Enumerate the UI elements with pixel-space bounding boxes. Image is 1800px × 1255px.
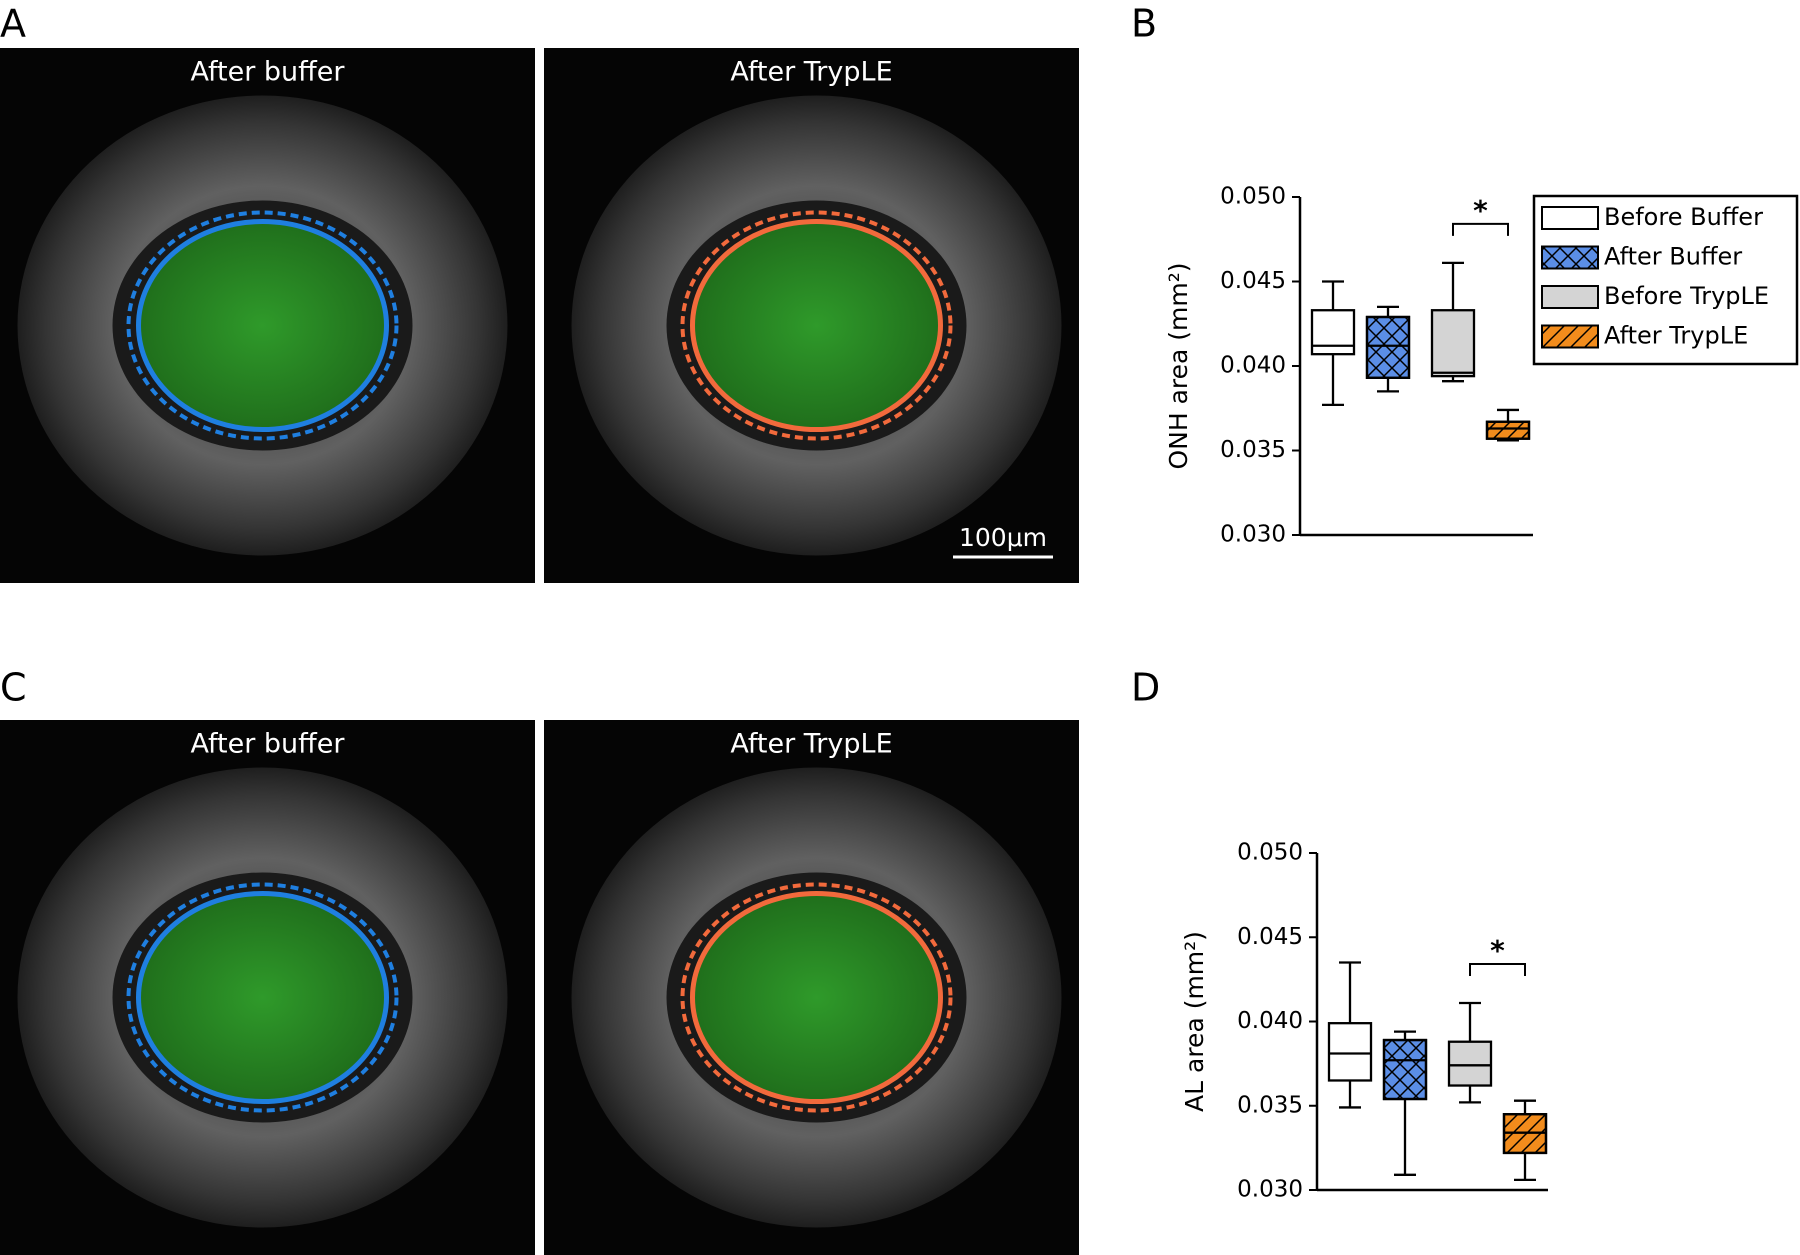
- green-region: [137, 892, 388, 1103]
- micrograph: After buffer: [0, 720, 535, 1255]
- outline-dashed: [680, 210, 953, 441]
- outline-dashed: [126, 210, 399, 441]
- panel-label: D: [1131, 666, 1160, 710]
- box-hatch: [1382, 1038, 1428, 1101]
- outline: [136, 219, 389, 432]
- micrograph: After TrypLE 100μm: [544, 48, 1079, 583]
- significance-label: *: [1490, 934, 1505, 967]
- legend-swatch-hatch: [1541, 324, 1599, 349]
- significance-bracket: [1452, 222, 1509, 236]
- green-region: [691, 220, 942, 431]
- y-tick-label: 0.030: [1220, 522, 1286, 548]
- box-hatch: [1485, 420, 1531, 440]
- outline: [690, 891, 943, 1104]
- panel-label: B: [1131, 2, 1157, 46]
- legend-label: After TrypLE: [1604, 322, 1748, 350]
- y-tick-label: 0.050: [1220, 184, 1286, 210]
- box-hatch: [1365, 315, 1411, 379]
- legend-swatch: [1541, 285, 1599, 309]
- significance-bracket: [1469, 962, 1526, 976]
- legend-label: Before TrypLE: [1604, 282, 1769, 310]
- y-axis-label: AL area (mm²): [1180, 931, 1209, 1112]
- micrograph: After buffer: [0, 48, 535, 583]
- y-tick-label: 0.035: [1237, 1092, 1303, 1118]
- outline: [690, 219, 943, 432]
- box: [1310, 309, 1356, 356]
- image-title: After TrypLE: [730, 57, 892, 88]
- legend-label: Before Buffer: [1604, 203, 1763, 231]
- outline-dashed: [126, 882, 399, 1113]
- box: [1327, 1022, 1373, 1082]
- green-region: [137, 220, 388, 431]
- y-tick-label: 0.045: [1220, 268, 1286, 294]
- green-region: [691, 892, 942, 1103]
- box: [1447, 1040, 1493, 1087]
- y-tick-label: 0.045: [1237, 924, 1303, 950]
- outline-dashed: [680, 882, 953, 1113]
- y-tick-label: 0.050: [1237, 840, 1303, 866]
- scale-bar-label: 100μm: [959, 523, 1047, 552]
- y-tick-label: 0.030: [1237, 1177, 1303, 1203]
- y-tick-label: 0.035: [1220, 437, 1286, 463]
- y-axis-label: ONH area (mm²): [1164, 262, 1193, 469]
- y-tick-label: 0.040: [1237, 1008, 1303, 1034]
- outline: [136, 891, 389, 1104]
- image-title: After buffer: [191, 57, 346, 88]
- micrograph: After TrypLE: [544, 720, 1079, 1255]
- box: [1430, 309, 1476, 378]
- significance-label: *: [1473, 194, 1488, 227]
- legend-swatch: [1541, 206, 1599, 230]
- legend-label: After Buffer: [1604, 243, 1742, 271]
- image-title: After buffer: [191, 729, 346, 760]
- panel-label: C: [0, 666, 27, 710]
- y-tick-label: 0.040: [1220, 353, 1286, 379]
- legend-swatch-hatch: [1541, 245, 1599, 270]
- panel-label: A: [0, 2, 26, 46]
- image-title: After TrypLE: [730, 729, 892, 760]
